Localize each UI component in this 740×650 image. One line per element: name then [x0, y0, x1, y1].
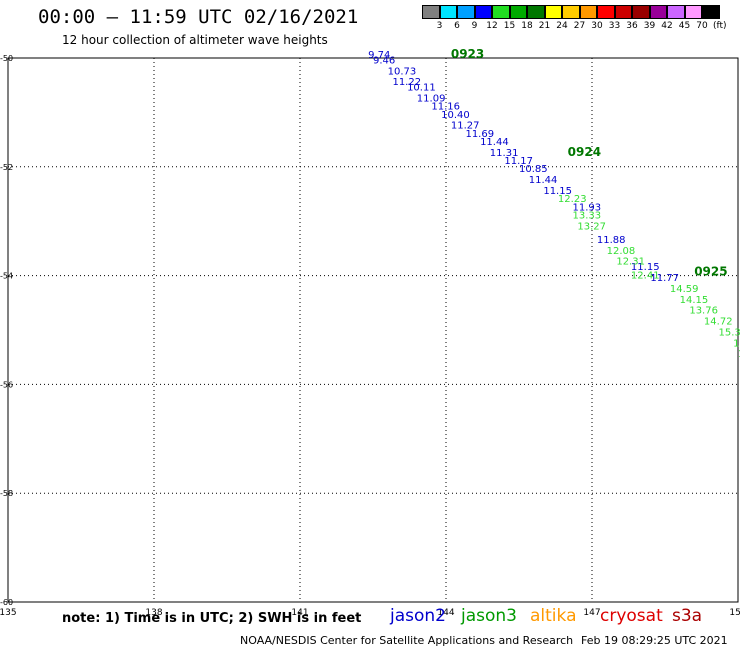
colorbar-label: 36 [626, 21, 638, 31]
colorbar-label: 42 [661, 21, 673, 31]
track-value-jason2: 9.46 [373, 55, 395, 66]
track-value-jason2: 10.40 [441, 110, 470, 121]
time-label: 0923 [451, 47, 484, 61]
colorbar-swatch [509, 5, 527, 19]
track-value-jason3: 16.0 [733, 338, 740, 349]
track-value-jason2: 11.15 [543, 186, 572, 197]
colorbar-swatch [667, 5, 685, 19]
satellite-legend-cryosat: cryosat [600, 606, 663, 626]
colorbar-label: 15 [503, 21, 516, 31]
colorbar-label: 27 [573, 21, 586, 31]
track-value-jason2: 11.44 [480, 137, 509, 148]
time-label: 0925 [694, 265, 727, 279]
track-value-jason2: 11.15 [631, 262, 660, 273]
map-frame [7, 57, 739, 603]
colorbar-swatch [492, 5, 510, 19]
track-value-jason2: 11.09 [417, 94, 446, 105]
colorbar-label: 33 [608, 21, 621, 31]
note-text: note: 1) Time is in UTC; 2) SWH is in fe… [62, 611, 362, 626]
track-value-jason2: 11.69 [465, 129, 494, 140]
colorbar-swatch [614, 5, 632, 19]
lon-tick-label: 135 [0, 608, 17, 618]
track-value-jason3: 13.27 [577, 221, 606, 232]
lat-tick-label: -52 [0, 163, 13, 172]
lat-tick-label: -50 [0, 54, 13, 63]
track-value-jason2: 11.77 [650, 273, 679, 284]
lon-tick-label: 141 [291, 608, 308, 618]
lon-tick-label: 138 [145, 608, 162, 618]
page-title: 00:00 — 11:59 UTC 02/16/2021 [38, 6, 359, 28]
track-value-jason3: 14.59 [670, 284, 699, 295]
colorbar-swatch [562, 5, 580, 19]
track-value-jason2: 9.74 [368, 50, 390, 61]
colorbar-label: 30 [591, 21, 603, 31]
colorbar-label: 6 [454, 21, 460, 31]
satellite-legend-s3a: s3a [672, 606, 703, 626]
colorbar-label: 39 [643, 21, 656, 31]
track-value-jason2: 11.44 [529, 175, 558, 186]
satellite-legend-altika: altika [530, 606, 577, 626]
track-value-jason3: 14.72 [704, 317, 733, 328]
colorbar-swatch [474, 5, 492, 19]
satellite-legend-jason3: jason3 [461, 606, 517, 626]
lat-tick-label: -60 [0, 598, 13, 607]
lat-tick-label: -54 [0, 272, 13, 281]
colorbar-swatch [439, 5, 457, 19]
colorbar-label: 18 [521, 21, 533, 31]
track-value-jason3: 1 [738, 349, 740, 360]
track-value-jason3: 12.41 [631, 270, 660, 281]
track-value-jason3: 13.76 [689, 306, 718, 317]
track-value-jason2: 11.93 [573, 202, 602, 213]
track-value-jason3: 12.23 [558, 194, 587, 205]
colorbar-label: 45 [678, 21, 691, 31]
track-value-jason2: 11.88 [597, 235, 626, 246]
track-value-jason3: 14.15 [680, 295, 709, 306]
colorbar-label: 3 [436, 21, 443, 31]
colorbar-swatch [597, 5, 615, 19]
credit-text: NOAA/NESDIS Center for Satellite Applica… [240, 634, 574, 647]
generated-time: Feb 19 08:29:25 UTC 2021 [581, 634, 728, 647]
lon-tick-label: 144 [437, 608, 454, 618]
track-value-jason2: 11.31 [490, 148, 519, 159]
colorbar-swatch [457, 5, 475, 19]
colorbar-swatch [527, 5, 545, 19]
colorbar-label: 21 [538, 21, 551, 31]
colorbar-swatch [544, 5, 562, 19]
track-value-jason3: 15.31 [719, 327, 740, 338]
colorbar-swatch [684, 5, 702, 19]
track-value-jason3: 12.31 [616, 257, 645, 268]
lon-tick-label: 147 [583, 608, 600, 618]
colorbar-swatch [702, 5, 720, 19]
satellite-legend-jason2: jason2 [390, 606, 446, 626]
track-value-jason2: 10.11 [407, 83, 436, 94]
colorbar-unit: (ft) [713, 21, 727, 31]
track-value-jason2: 11.16 [431, 102, 460, 113]
colorbar-swatch [632, 5, 650, 19]
colorbar-label: 70 [696, 21, 708, 31]
lat-tick-label: -56 [0, 380, 13, 389]
lon-tick-label: 150 [729, 608, 740, 618]
track-value-jason3: 13.33 [573, 210, 602, 221]
colorbar-label: 12 [486, 21, 498, 31]
colorbar-label: 9 [471, 21, 478, 31]
page-subtitle: 12 hour collection of altimeter wave hei… [62, 33, 328, 47]
track-value-jason2: 10.73 [388, 66, 417, 77]
track-value-jason3: 12.08 [607, 246, 636, 257]
track-value-jason2: 11.17 [504, 156, 533, 167]
track-value-jason2: 11.22 [392, 77, 421, 88]
track-value-jason2: 11.27 [451, 121, 480, 132]
colorbar-swatch [649, 5, 667, 19]
lat-tick-label: -58 [0, 489, 13, 498]
colorbar-swatch [422, 5, 440, 19]
colorbar-swatch [579, 5, 597, 19]
track-value-jason2: 10.85 [519, 164, 548, 175]
colorbar-label: 24 [556, 21, 568, 31]
time-label: 0924 [568, 145, 601, 159]
